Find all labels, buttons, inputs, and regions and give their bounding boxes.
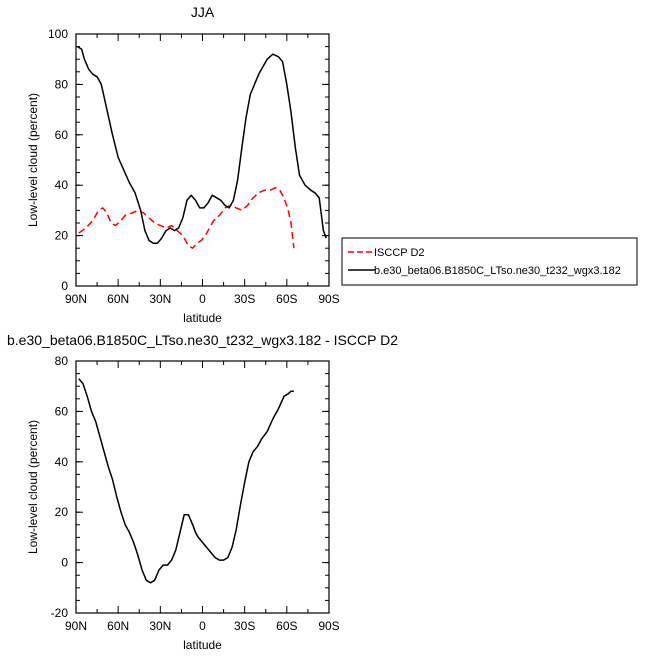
x-tick-label: 60N [107, 619, 129, 633]
y-axis-label: Low-level cloud (percent) [26, 93, 40, 227]
x-tick-label: 90S [318, 292, 339, 306]
x-tick-label: 30N [149, 619, 171, 633]
legend-label: b.e30_beta06.B1850C_LTso.ne30_t232_wgx3.… [374, 265, 621, 277]
y-tick-label: 20 [55, 505, 69, 519]
x-axis-label: latitude [183, 638, 222, 652]
x-tick-label: 90N [65, 292, 87, 306]
x-tick-label: 30S [234, 292, 255, 306]
legend: ISCCP D2 b.e30_beta06.B1850C_LTso.ne30_t2… [341, 237, 638, 286]
x-tick-label: 0 [199, 619, 206, 633]
series-line-1 [78, 186, 295, 249]
y-tick-label: 80 [55, 354, 69, 368]
y-tick-label: 60 [55, 128, 69, 142]
x-tick-label: 60N [107, 292, 129, 306]
y-tick-label: 80 [55, 77, 69, 91]
y-tick-label: -20 [51, 606, 69, 620]
y-axis-label: Low-level cloud (percent) [26, 420, 40, 554]
y-tick-label: 0 [61, 556, 68, 570]
x-tick-label: 30S [234, 619, 255, 633]
y-tick-label: 20 [55, 229, 69, 243]
x-axis-label: latitude [183, 311, 222, 325]
x-tick-label: 90N [65, 619, 87, 633]
chart-title: JJA [191, 4, 215, 20]
x-tick-label: 60S [276, 619, 297, 633]
y-tick-label: 60 [55, 404, 69, 418]
y-tick-label: 0 [61, 279, 68, 293]
legend-label: ISCCP D2 [374, 247, 425, 259]
y-tick-label: 40 [55, 455, 69, 469]
panel-1: JJA 90N 60N 30N 0 30S 60S 90S 0 20 40 60 80 100 latitu… [26, 4, 638, 325]
plot-frame [75, 33, 330, 287]
series-line-1 [78, 378, 294, 584]
x-tick-label: 0 [199, 292, 206, 306]
chart-title: b.e30_beta06.B1850C_LTso.ne30_t232_wgx3.… [7, 332, 398, 348]
x-tick-label: 90S [318, 619, 339, 633]
x-tick-label: 30N [149, 292, 171, 306]
y-tick-label: 40 [55, 178, 69, 192]
x-tick-label: 60S [276, 292, 297, 306]
panel-2: b.e30_beta06.B1850C_LTso.ne30_t232_wgx3.… [7, 332, 398, 652]
legend-box [341, 237, 638, 286]
y-tick-label: 100 [48, 27, 68, 41]
series-line-2 [77, 45, 327, 244]
